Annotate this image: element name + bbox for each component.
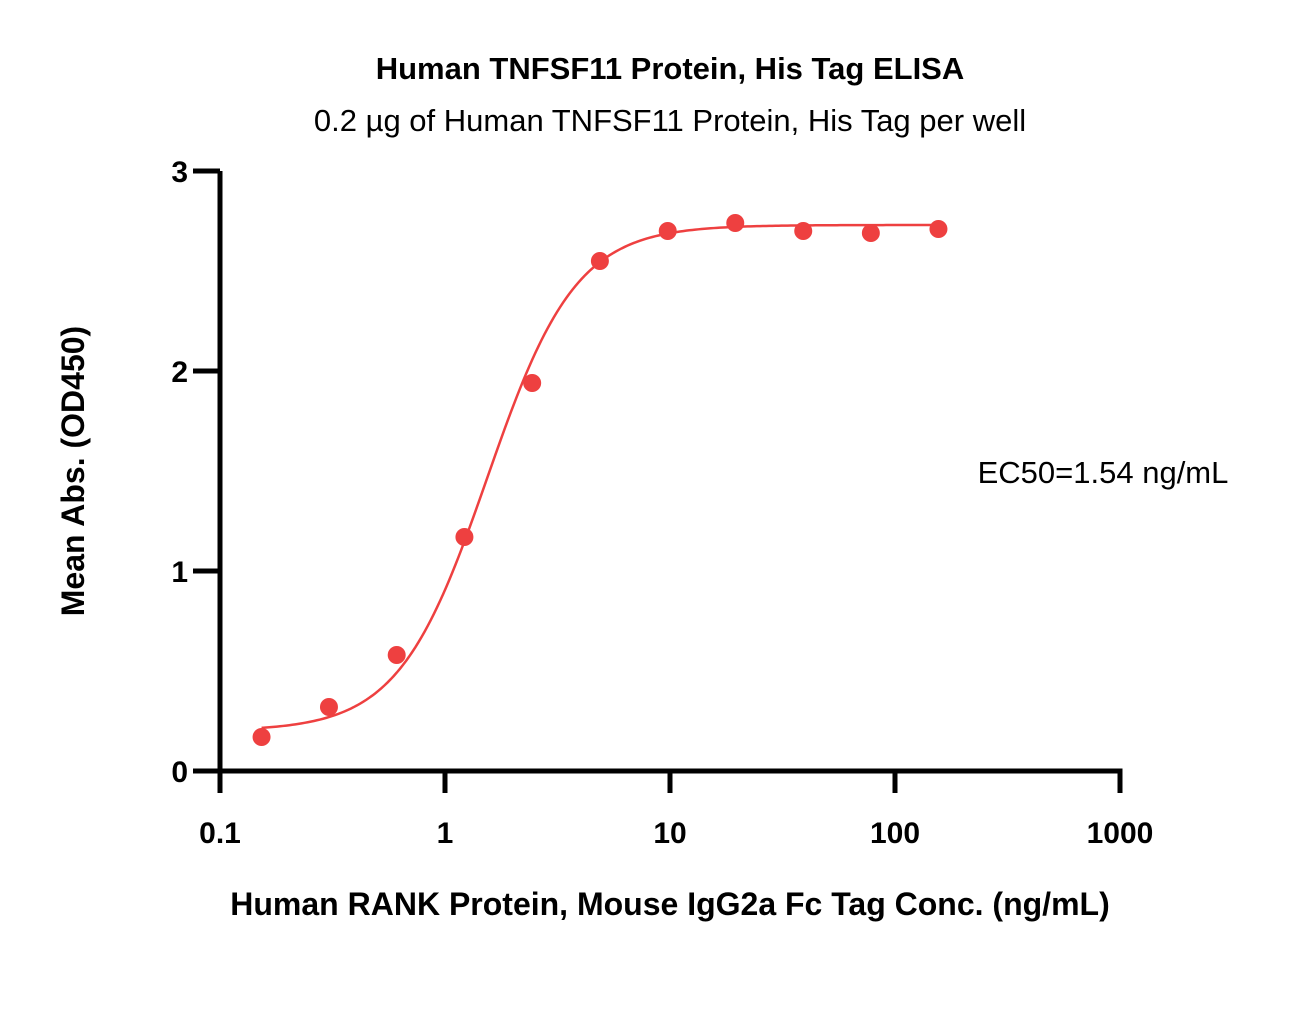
x-tick-label: 1000	[1087, 817, 1154, 850]
y-tick-label: 3	[171, 156, 188, 189]
chart-subtitle: 0.2 µg of Human TNFSF11 Protein, His Tag…	[314, 103, 1026, 138]
data-point	[726, 214, 745, 232]
x-axis-ticks: 0.1 1 10 100 1000	[199, 771, 1153, 850]
data-point	[387, 646, 406, 664]
data-point	[319, 698, 338, 716]
y-tick-label: 1	[171, 556, 188, 589]
y-tick-label: 2	[171, 356, 188, 389]
data-point	[794, 222, 813, 240]
ec50-annotation: EC50=1.54 ng/mL	[978, 455, 1229, 490]
x-tick-label: 100	[870, 817, 920, 850]
x-tick-label: 10	[653, 817, 686, 850]
fit-curve-line	[261, 223, 939, 730]
data-point	[929, 220, 948, 238]
data-point	[455, 528, 474, 546]
y-tick-label: 0	[171, 756, 188, 789]
data-point	[658, 222, 677, 240]
y-axis-label: Mean Abs. (OD450)	[55, 326, 91, 616]
chart-title: Human TNFSF11 Protein, His Tag ELISA	[376, 51, 965, 86]
y-axis-ticks: 0 1 2 3	[171, 156, 220, 789]
x-tick-label: 0.1	[199, 817, 241, 850]
fit-curve-layer	[261, 223, 939, 730]
data-point	[590, 252, 609, 270]
data-point	[861, 224, 880, 242]
data-points-layer	[252, 214, 948, 746]
data-point	[523, 374, 542, 392]
x-tick-label: 1	[437, 817, 454, 850]
x-axis-label: Human RANK Protein, Mouse IgG2a Fc Tag C…	[230, 886, 1109, 922]
data-point	[252, 728, 271, 746]
